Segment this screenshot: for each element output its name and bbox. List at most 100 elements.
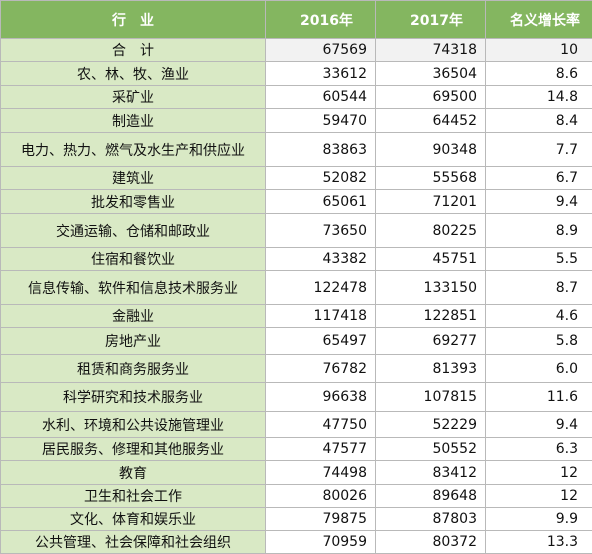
growth-rate-cell: 8.7 [486,271,592,305]
industry-cell: 居民服务、修理和其他服务业 [1,438,266,461]
industry-cell: 采矿业 [1,86,266,109]
value-2017-cell: 69277 [376,328,486,355]
value-2016-cell: 80026 [266,485,376,508]
value-2017-cell: 55568 [376,167,486,190]
industry-cell: 住宿和餐饮业 [1,248,266,271]
value-2017-cell: 69500 [376,86,486,109]
header-growth-rate: 名义增长率 [486,1,592,39]
value-2016-cell: 52082 [266,167,376,190]
industry-cell: 房地产业 [1,328,266,355]
table-row: 卫生和社会工作 80026 89648 12 [1,485,592,508]
table-row: 文化、体育和娱乐业 79875 87803 9.9 [1,508,592,531]
value-2017-cell: 90348 [376,133,486,167]
table-row: 信息传输、软件和信息技术服务业 122478 133150 8.7 [1,271,592,305]
value-2017-cell: 74318 [376,39,486,62]
industry-cell: 公共管理、社会保障和社会组织 [1,531,266,554]
industry-cell: 建筑业 [1,167,266,190]
value-2016-cell: 59470 [266,109,376,133]
table-row: 房地产业 65497 69277 5.8 [1,328,592,355]
table-row: 金融业 117418 122851 4.6 [1,305,592,328]
table-row: 制造业 59470 64452 8.4 [1,109,592,133]
growth-rate-cell: 11.6 [486,383,592,412]
industry-cell: 金融业 [1,305,266,328]
header-2016: 2016年 [266,1,376,39]
value-2017-cell: 81393 [376,355,486,383]
growth-rate-cell: 12 [486,485,592,508]
table-row: 居民服务、修理和其他服务业 47577 50552 6.3 [1,438,592,461]
table-row: 交通运输、仓储和邮政业 73650 80225 8.9 [1,214,592,248]
value-2016-cell: 117418 [266,305,376,328]
value-2016-cell: 67569 [266,39,376,62]
growth-rate-cell: 13.3 [486,531,592,554]
table-row: 教育 74498 83412 12 [1,461,592,485]
industry-cell: 批发和零售业 [1,190,266,214]
growth-rate-cell: 12 [486,461,592,485]
value-2016-cell: 65061 [266,190,376,214]
growth-rate-cell: 5.8 [486,328,592,355]
value-2016-cell: 47750 [266,412,376,438]
header-industry: 行业 [1,1,266,39]
table-row: 租赁和商务服务业 76782 81393 6.0 [1,355,592,383]
value-2016-cell: 83863 [266,133,376,167]
table-row: 科学研究和技术服务业 96638 107815 11.6 [1,383,592,412]
value-2016-cell: 74498 [266,461,376,485]
industry-cell: 文化、体育和娱乐业 [1,508,266,531]
value-2016-cell: 122478 [266,271,376,305]
table-row: 公共管理、社会保障和社会组织 70959 80372 13.3 [1,531,592,554]
industry-cell: 合计 [1,39,266,62]
header-row: 行业 2016年 2017年 名义增长率 [1,1,592,39]
industry-cell: 卫生和社会工作 [1,485,266,508]
value-2017-cell: 80225 [376,214,486,248]
value-2017-cell: 107815 [376,383,486,412]
growth-rate-cell: 6.3 [486,438,592,461]
value-2017-cell: 122851 [376,305,486,328]
growth-rate-cell: 8.6 [486,62,592,86]
industry-cell: 制造业 [1,109,266,133]
value-2016-cell: 76782 [266,355,376,383]
value-2017-cell: 71201 [376,190,486,214]
industry-cell: 租赁和商务服务业 [1,355,266,383]
value-2016-cell: 65497 [266,328,376,355]
value-2017-cell: 64452 [376,109,486,133]
value-2016-cell: 60544 [266,86,376,109]
growth-rate-cell: 14.8 [486,86,592,109]
value-2017-cell: 83412 [376,461,486,485]
growth-rate-cell: 6.0 [486,355,592,383]
industry-cell: 教育 [1,461,266,485]
header-2017: 2017年 [376,1,486,39]
industry-cell: 信息传输、软件和信息技术服务业 [1,271,266,305]
growth-rate-cell: 5.5 [486,248,592,271]
value-2016-cell: 43382 [266,248,376,271]
value-2017-cell: 80372 [376,531,486,554]
growth-rate-cell: 9.9 [486,508,592,531]
value-2016-cell: 33612 [266,62,376,86]
growth-rate-cell: 7.7 [486,133,592,167]
growth-rate-cell: 6.7 [486,167,592,190]
table-row: 电力、热力、燃气及水生产和供应业 83863 90348 7.7 [1,133,592,167]
value-2016-cell: 70959 [266,531,376,554]
table-row: 住宿和餐饮业 43382 45751 5.5 [1,248,592,271]
value-2017-cell: 52229 [376,412,486,438]
value-2016-cell: 47577 [266,438,376,461]
industry-cell: 水利、环境和公共设施管理业 [1,412,266,438]
table-row: 水利、环境和公共设施管理业 47750 52229 9.4 [1,412,592,438]
growth-rate-cell: 8.9 [486,214,592,248]
industry-cell: 农、林、牧、渔业 [1,62,266,86]
table-row: 批发和零售业 65061 71201 9.4 [1,190,592,214]
industry-cell: 科学研究和技术服务业 [1,383,266,412]
growth-rate-cell: 4.6 [486,305,592,328]
value-2017-cell: 50552 [376,438,486,461]
value-2016-cell: 73650 [266,214,376,248]
table-row-total: 合计 67569 74318 10 [1,39,592,62]
industry-cell: 交通运输、仓储和邮政业 [1,214,266,248]
table-row: 采矿业 60544 69500 14.8 [1,86,592,109]
growth-rate-cell: 10 [486,39,592,62]
value-2017-cell: 133150 [376,271,486,305]
value-2016-cell: 96638 [266,383,376,412]
value-2017-cell: 36504 [376,62,486,86]
table-row: 农、林、牧、渔业 33612 36504 8.6 [1,62,592,86]
table-row: 建筑业 52082 55568 6.7 [1,167,592,190]
value-2017-cell: 45751 [376,248,486,271]
value-2017-cell: 89648 [376,485,486,508]
